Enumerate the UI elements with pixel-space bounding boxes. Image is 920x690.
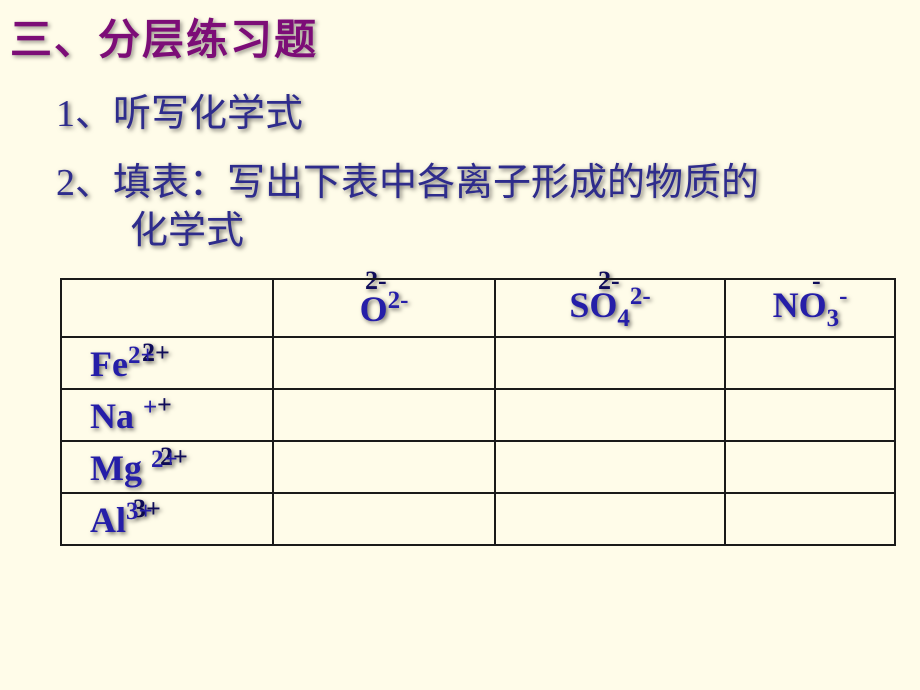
- section-heading: 三、分层练习题: [10, 6, 318, 67]
- cell-3-3: [725, 441, 895, 493]
- exercise-item-1: 1、听写化学式: [56, 82, 303, 137]
- cell-3-1: [273, 441, 495, 493]
- cell-1-3: [725, 337, 895, 389]
- cell-4-1: [273, 493, 495, 545]
- cation-cell-2: Na +: [61, 389, 273, 441]
- cation2-sup: +: [143, 394, 157, 421]
- cell-1-2: [495, 337, 725, 389]
- cation3-base: Mg: [90, 448, 142, 488]
- table-row: Mg 2+: [61, 441, 895, 493]
- cation4-base: Al: [90, 500, 126, 540]
- cell-4-3: [725, 493, 895, 545]
- anion3-sup: -: [839, 283, 847, 310]
- item2-line1: 2、填表：写出下表中各离子形成的物质的: [56, 162, 759, 204]
- header-empty-cell: [61, 279, 273, 337]
- cell-4-2: [495, 493, 725, 545]
- table-row: Fe2+: [61, 337, 895, 389]
- cation-cell-1: Fe2+: [61, 337, 273, 389]
- cell-3-2: [495, 441, 725, 493]
- cation2-base: Na: [90, 396, 134, 436]
- anion2-sup: 2-: [630, 283, 651, 310]
- anion2-sub: 4: [617, 305, 630, 332]
- cation-cell-4: Al3+: [61, 493, 273, 545]
- anion3-sub: 3: [827, 305, 840, 332]
- item2-line2: 化学式: [130, 210, 244, 252]
- cation1-base: Fe: [90, 344, 128, 384]
- ion-table: O2- SO42- NO3- Fe2+ Na +: [60, 278, 896, 546]
- table-row: Na +: [61, 389, 895, 441]
- cation3-sup: 2+: [151, 446, 178, 473]
- header-anion-2: SO42-: [495, 279, 725, 337]
- header-anion-1: O2-: [273, 279, 495, 337]
- exercise-item-2: 2、填表：写出下表中各离子形成的物质的 化学式: [56, 160, 856, 255]
- table-row: Al3+: [61, 493, 895, 545]
- cell-2-2: [495, 389, 725, 441]
- cation1-sup: 2+: [128, 342, 155, 369]
- cell-1-1: [273, 337, 495, 389]
- anion3-base: NO: [773, 285, 827, 325]
- anion1-sup: 2-: [388, 287, 409, 314]
- table-header-row: O2- SO42- NO3-: [61, 279, 895, 337]
- header-anion-3: NO3-: [725, 279, 895, 337]
- cation4-sup: 3+: [126, 498, 153, 525]
- anion2-base: SO: [569, 285, 617, 325]
- cell-2-3: [725, 389, 895, 441]
- cation-cell-3: Mg 2+: [61, 441, 273, 493]
- anion1-base: O: [360, 289, 388, 329]
- cell-2-1: [273, 389, 495, 441]
